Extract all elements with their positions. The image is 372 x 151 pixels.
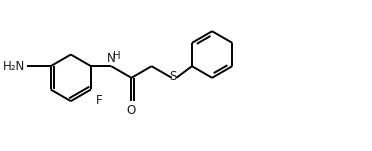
- Text: N: N: [107, 52, 116, 65]
- Text: H: H: [113, 51, 121, 61]
- Text: F: F: [96, 94, 102, 107]
- Text: H₂N: H₂N: [3, 60, 25, 73]
- Text: O: O: [127, 104, 136, 117]
- Text: S: S: [169, 70, 176, 83]
